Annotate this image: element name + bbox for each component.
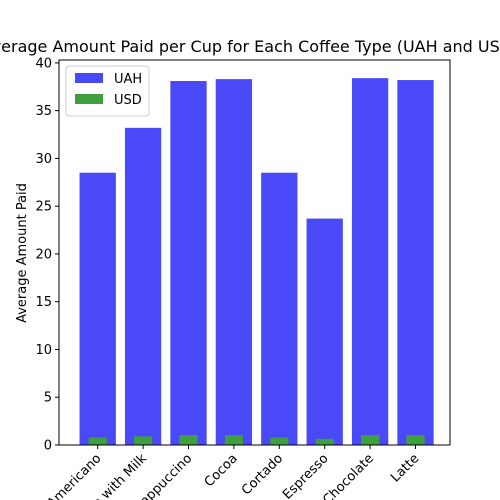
bar-usd-4 bbox=[270, 437, 289, 445]
plot-area-frame bbox=[58, 59, 451, 446]
bar-usd-5 bbox=[315, 438, 334, 445]
y-tick-label-0: 0 bbox=[44, 439, 52, 454]
bar-uah-7 bbox=[397, 80, 434, 445]
bar-usd-0 bbox=[88, 437, 107, 445]
bar-uah-0 bbox=[79, 172, 116, 446]
y-tick-label-7: 35 bbox=[35, 104, 52, 119]
legend-label-uah: UAH bbox=[114, 72, 142, 87]
bar-uah-5 bbox=[306, 218, 343, 445]
y-tick-label-6: 30 bbox=[35, 152, 52, 167]
bar-uah-3 bbox=[215, 79, 253, 446]
legend-swatch-usd bbox=[75, 94, 103, 104]
bar-usd-2 bbox=[179, 435, 198, 445]
y-tick-label-3: 15 bbox=[35, 295, 52, 310]
y-tick-label-5: 25 bbox=[35, 200, 52, 215]
y-tick-label-8: 40 bbox=[35, 56, 52, 71]
chart-title: Average Amount Paid per Cup for Each Cof… bbox=[0, 37, 500, 56]
legend: UAH USD bbox=[65, 65, 150, 117]
bar-uah-6 bbox=[351, 78, 389, 446]
bar-usd-3 bbox=[224, 434, 243, 445]
bar-uah-2 bbox=[170, 81, 207, 446]
bar-usd-7 bbox=[406, 434, 425, 445]
legend-swatch-uah bbox=[75, 73, 103, 83]
y-axis: 0 5 10 15 20 25 30 35 40 bbox=[35, 56, 59, 454]
y-axis-label: Average Amount Paid bbox=[15, 183, 30, 323]
y-tick-label-1: 5 bbox=[44, 391, 52, 406]
bars-layer bbox=[79, 78, 434, 446]
y-tick-label-4: 20 bbox=[35, 247, 52, 262]
bar-usd-1 bbox=[134, 436, 153, 445]
bar-usd-6 bbox=[361, 434, 380, 445]
bar-uah-1 bbox=[124, 127, 162, 445]
bar-uah-4 bbox=[261, 172, 298, 446]
legend-label-usd: USD bbox=[114, 93, 142, 108]
y-tick-label-2: 10 bbox=[35, 343, 52, 358]
